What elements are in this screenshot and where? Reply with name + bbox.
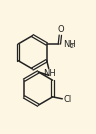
Text: NH: NH xyxy=(63,40,76,49)
Text: NH: NH xyxy=(43,69,56,78)
Text: Cl: Cl xyxy=(64,95,72,104)
Text: 2: 2 xyxy=(70,44,74,49)
Text: O: O xyxy=(57,25,64,34)
